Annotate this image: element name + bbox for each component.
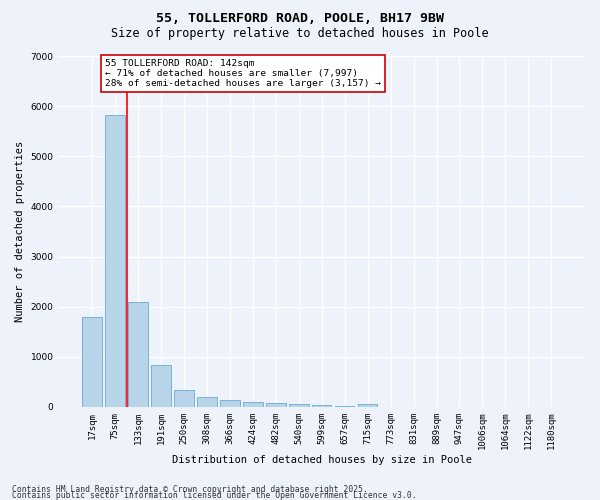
Bar bbox=[335, 406, 355, 407]
Text: Size of property relative to detached houses in Poole: Size of property relative to detached ho… bbox=[111, 28, 489, 40]
Text: Contains HM Land Registry data © Crown copyright and database right 2025.: Contains HM Land Registry data © Crown c… bbox=[12, 485, 368, 494]
Bar bbox=[243, 402, 263, 407]
Text: Contains public sector information licensed under the Open Government Licence v3: Contains public sector information licen… bbox=[12, 491, 416, 500]
Bar bbox=[312, 405, 331, 407]
Text: 55, TOLLERFORD ROAD, POOLE, BH17 9BW: 55, TOLLERFORD ROAD, POOLE, BH17 9BW bbox=[156, 12, 444, 26]
X-axis label: Distribution of detached houses by size in Poole: Distribution of detached houses by size … bbox=[172, 455, 472, 465]
Bar bbox=[197, 397, 217, 407]
Bar bbox=[289, 404, 308, 407]
Bar bbox=[106, 115, 125, 407]
Bar bbox=[358, 404, 377, 407]
Bar bbox=[151, 366, 171, 407]
Bar bbox=[128, 302, 148, 407]
Bar bbox=[174, 390, 194, 407]
Bar bbox=[266, 404, 286, 407]
Bar bbox=[220, 400, 239, 407]
Text: 55 TOLLERFORD ROAD: 142sqm
← 71% of detached houses are smaller (7,997)
28% of s: 55 TOLLERFORD ROAD: 142sqm ← 71% of deta… bbox=[105, 58, 381, 88]
Bar bbox=[82, 316, 102, 407]
Y-axis label: Number of detached properties: Number of detached properties bbox=[15, 141, 25, 322]
